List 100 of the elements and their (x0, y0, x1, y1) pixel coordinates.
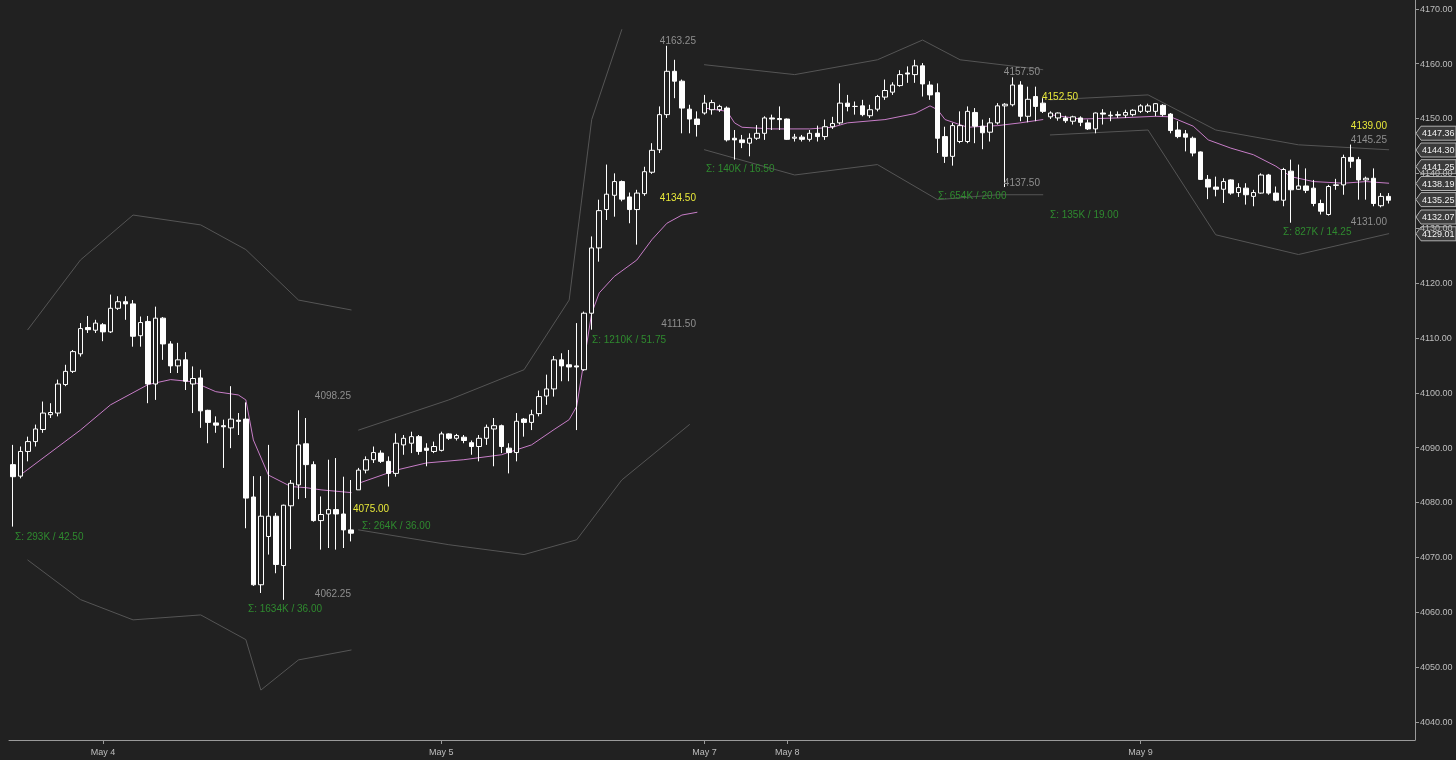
candlestick (205, 409, 211, 444)
line-series (703, 39, 1044, 76)
candlestick (1070, 115, 1076, 126)
candlestick (536, 390, 542, 417)
annotation: 4111.50 (661, 317, 697, 329)
candlestick (1205, 174, 1211, 200)
candlestick (551, 355, 557, 398)
candlestick (326, 459, 331, 549)
candlestick (942, 126, 948, 164)
candlestick (1348, 144, 1354, 169)
candlestick (484, 424, 489, 446)
candlestick (732, 129, 737, 161)
candlestick (1363, 176, 1369, 201)
candlestick (1371, 167, 1376, 207)
annotation: Σ: 293K / 42.50 (15, 530, 84, 542)
candlestick (920, 62, 925, 98)
candlestick (371, 446, 376, 464)
candlestick (183, 351, 188, 391)
candlestick (694, 110, 700, 138)
candlestick (1296, 164, 1301, 191)
candlestick (85, 315, 91, 334)
candlestick (1243, 182, 1249, 206)
candlestick (830, 116, 835, 130)
candlestick (1326, 184, 1331, 217)
line-series (27, 214, 352, 331)
candlestick (890, 81, 895, 96)
candlestick (754, 124, 760, 141)
candlestick (311, 460, 316, 523)
candlestick (935, 82, 940, 154)
candlestick (717, 104, 722, 113)
candlestick (356, 467, 361, 491)
candlestick (145, 315, 151, 404)
candlestick (1168, 112, 1173, 134)
candlestick (115, 295, 121, 311)
candlestick (679, 79, 685, 134)
annotation: 4157.50 (1003, 65, 1041, 77)
candlestick (724, 105, 730, 143)
candlestick (1273, 186, 1279, 202)
candlestick (822, 119, 828, 141)
candlestick (596, 199, 602, 263)
candlestick (63, 364, 68, 387)
candlestick (386, 455, 391, 488)
candlestick (574, 322, 579, 431)
candlestick (175, 342, 181, 374)
line-series (27, 559, 352, 691)
candlestick (55, 379, 61, 417)
annotation: 4163.25 (659, 34, 697, 46)
candlestick (837, 82, 843, 126)
annotation: Σ: 1210K / 51.75 (592, 333, 667, 345)
candlestick (341, 476, 346, 549)
candlestick (875, 94, 880, 112)
annotation: 4098.25 (314, 389, 352, 401)
candlestick (544, 374, 549, 406)
y-tick-label: 4160.00 (1420, 58, 1453, 69)
candlestick (18, 446, 23, 479)
candlestick (1236, 182, 1241, 198)
candlestick (1025, 86, 1031, 123)
candlestick (1378, 192, 1384, 208)
candlestick (461, 434, 467, 444)
annotation: Σ: 827K / 14.25 (1283, 225, 1352, 237)
candlestick (153, 306, 158, 401)
candlestick (972, 107, 978, 144)
candlestick (258, 475, 264, 594)
x-tick-label: May 8 (774, 746, 800, 757)
y-tick-label: 4040.00 (1420, 716, 1453, 727)
candlestick (281, 504, 286, 601)
candlestick (619, 179, 625, 202)
y-tick-label: 4170.00 (1420, 3, 1453, 14)
annotation: 4145.25 (1350, 133, 1388, 145)
candlestick (777, 105, 782, 131)
candlestick (288, 479, 294, 550)
candlestick (1251, 189, 1256, 207)
annotation: Σ: 1634K / 36.00 (248, 602, 323, 614)
candlestick (409, 431, 414, 454)
y-tick-label: 4060.00 (1420, 607, 1453, 618)
candlestick (378, 449, 384, 464)
candlestick (1130, 108, 1136, 117)
candlestick (1303, 167, 1309, 194)
candlestick (912, 59, 918, 84)
candlestick (927, 80, 933, 101)
candlestick (70, 349, 76, 374)
candlestick (1055, 111, 1061, 122)
candlestick (664, 45, 670, 119)
annotation: 4152.50 (1042, 90, 1079, 102)
candlestick (393, 432, 399, 478)
candlestick (506, 442, 512, 474)
candlestick (769, 114, 775, 131)
candlestick (1078, 115, 1083, 127)
candlestick (792, 133, 797, 143)
candlestick (1048, 110, 1053, 120)
candlestick (1258, 172, 1264, 195)
candlestick (401, 434, 406, 456)
candlestick (649, 142, 655, 175)
candlestick (48, 402, 53, 419)
candlestick (363, 455, 369, 474)
candlestick (957, 110, 963, 144)
candlestick (566, 349, 572, 382)
x-tick-label: May 4 (90, 746, 116, 757)
candlestick (439, 431, 444, 452)
candlestick (476, 434, 482, 462)
